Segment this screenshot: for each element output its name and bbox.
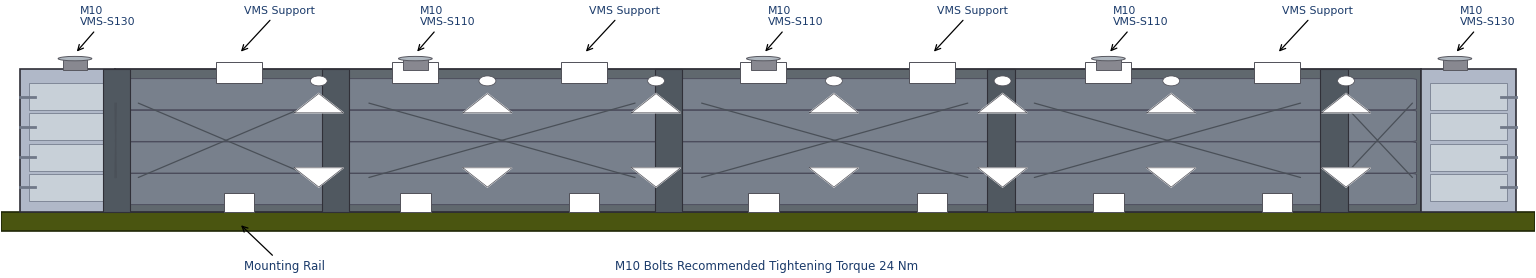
FancyBboxPatch shape	[341, 142, 664, 173]
Text: Mounting Rail: Mounting Rail	[243, 226, 324, 273]
Text: M10
VMS-S130: M10 VMS-S130	[78, 6, 135, 51]
FancyBboxPatch shape	[121, 142, 332, 173]
Polygon shape	[295, 93, 344, 113]
FancyBboxPatch shape	[1006, 79, 1329, 110]
Bar	[1430, 113, 1507, 140]
Polygon shape	[1147, 93, 1195, 113]
Polygon shape	[462, 93, 511, 113]
Ellipse shape	[1338, 76, 1355, 86]
Bar	[1097, 59, 1121, 70]
Ellipse shape	[1438, 56, 1471, 61]
FancyBboxPatch shape	[673, 142, 997, 173]
Text: VMS Support: VMS Support	[935, 6, 1008, 51]
Bar	[748, 193, 779, 212]
Text: VMS Support: VMS Support	[241, 6, 315, 51]
Bar	[1442, 59, 1467, 70]
FancyBboxPatch shape	[1338, 142, 1416, 173]
Bar	[323, 69, 349, 212]
Polygon shape	[1321, 168, 1370, 187]
FancyBboxPatch shape	[673, 79, 997, 110]
Bar	[1430, 83, 1507, 110]
Bar	[29, 113, 106, 140]
FancyBboxPatch shape	[1338, 110, 1416, 142]
Bar	[399, 193, 430, 212]
Ellipse shape	[1092, 56, 1126, 61]
Bar	[2, 212, 1534, 231]
Bar	[740, 63, 786, 83]
FancyBboxPatch shape	[1006, 142, 1329, 173]
Ellipse shape	[398, 56, 432, 61]
FancyBboxPatch shape	[673, 173, 997, 205]
FancyBboxPatch shape	[673, 110, 997, 142]
Text: VMS Support: VMS Support	[1279, 6, 1353, 51]
Text: M10
VMS-S110: M10 VMS-S110	[766, 6, 823, 51]
Ellipse shape	[479, 76, 496, 86]
Ellipse shape	[994, 76, 1011, 86]
FancyBboxPatch shape	[121, 79, 332, 110]
FancyBboxPatch shape	[341, 173, 664, 205]
Polygon shape	[1147, 168, 1195, 187]
Bar	[654, 69, 682, 212]
Bar	[402, 59, 427, 70]
Ellipse shape	[310, 76, 327, 86]
FancyBboxPatch shape	[121, 110, 332, 142]
Bar	[1261, 193, 1292, 212]
FancyBboxPatch shape	[121, 173, 332, 205]
Bar	[1421, 69, 1516, 212]
FancyBboxPatch shape	[341, 79, 664, 110]
Polygon shape	[462, 168, 511, 187]
Text: M10
VMS-S110: M10 VMS-S110	[1111, 6, 1169, 51]
Bar	[1430, 174, 1507, 201]
FancyBboxPatch shape	[1006, 173, 1329, 205]
Bar	[29, 144, 106, 171]
Polygon shape	[809, 168, 859, 187]
FancyBboxPatch shape	[341, 110, 664, 142]
Bar	[63, 59, 88, 70]
Ellipse shape	[825, 76, 842, 86]
Ellipse shape	[746, 56, 780, 61]
Bar	[20, 69, 115, 212]
Polygon shape	[631, 93, 680, 113]
Bar	[103, 69, 131, 212]
Bar	[224, 193, 255, 212]
Ellipse shape	[648, 76, 665, 86]
Polygon shape	[978, 168, 1028, 187]
Bar	[568, 193, 599, 212]
Bar	[751, 59, 776, 70]
Text: M10
VMS-S130: M10 VMS-S130	[1458, 6, 1514, 51]
Bar	[561, 63, 607, 83]
FancyBboxPatch shape	[1006, 110, 1329, 142]
Polygon shape	[1321, 93, 1370, 113]
Bar	[1086, 63, 1132, 83]
Bar	[1094, 193, 1124, 212]
Ellipse shape	[58, 56, 92, 61]
Bar	[392, 63, 438, 83]
FancyBboxPatch shape	[1338, 79, 1416, 110]
Bar	[1319, 69, 1347, 212]
Polygon shape	[978, 93, 1028, 113]
FancyBboxPatch shape	[1338, 173, 1416, 205]
Polygon shape	[295, 168, 344, 187]
Text: M10 Bolts Recommended Tightening Torque 24 Nm: M10 Bolts Recommended Tightening Torque …	[614, 260, 919, 273]
Bar	[1253, 63, 1299, 83]
Bar	[29, 174, 106, 201]
Bar	[1430, 144, 1507, 171]
Bar	[909, 63, 955, 83]
Polygon shape	[809, 93, 859, 113]
Bar	[115, 69, 1421, 212]
Text: M10
VMS-S110: M10 VMS-S110	[418, 6, 476, 51]
Ellipse shape	[1163, 76, 1180, 86]
Bar	[988, 69, 1015, 212]
Bar	[29, 83, 106, 110]
Polygon shape	[631, 168, 680, 187]
Bar	[217, 63, 263, 83]
Bar	[917, 193, 948, 212]
Text: VMS Support: VMS Support	[587, 6, 659, 51]
